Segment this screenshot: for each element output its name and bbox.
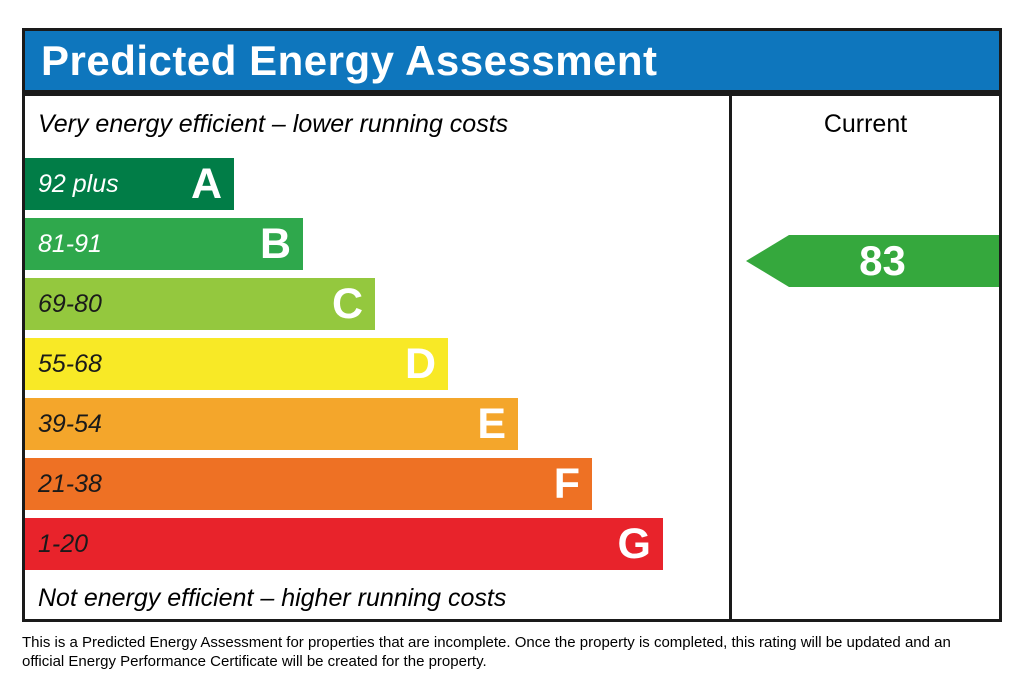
current-column-header: Current (823, 110, 908, 138)
current-rating-arrow: 83 (746, 235, 999, 287)
band-letter: F (553, 459, 580, 508)
footer-line-1: This is a Predicted Energy Assessment fo… (22, 634, 951, 651)
band-letter: G (617, 519, 651, 568)
band-letter: D (404, 339, 436, 388)
band-c: 69-80 C (25, 278, 375, 330)
band-range-label: 21-38 (38, 469, 102, 498)
footer-note: This is a Predicted Energy Assessment fo… (22, 633, 951, 671)
band-f: 21-38 F (25, 458, 592, 510)
band-d: 55-68 D (25, 338, 448, 390)
caption-not-efficient: Not energy efficient – higher running co… (38, 584, 507, 612)
band-letter: C (331, 279, 363, 328)
band-letter: A (190, 159, 222, 208)
current-rating-value: 83 (859, 237, 906, 284)
band-range-label: 92 plus (38, 169, 119, 198)
band-letter: E (477, 399, 506, 448)
column-divider (729, 96, 732, 619)
page-title: Predicted Energy Assessment (41, 36, 658, 84)
footer-line-2: official Energy Performance Certificate … (22, 653, 487, 670)
band-range-label: 69-80 (38, 289, 102, 318)
band-range-label: 81-91 (38, 229, 102, 258)
title-bar: Predicted Energy Assessment (22, 28, 1002, 93)
caption-very-efficient: Very energy efficient – lower running co… (38, 110, 509, 138)
band-letter: B (259, 219, 291, 268)
band-g: 1-20 G (25, 518, 663, 570)
band-e: 39-54 E (25, 398, 518, 450)
band-b: 81-91 B (25, 218, 303, 270)
band-range-label: 55-68 (38, 349, 102, 378)
band-range-label: 39-54 (38, 409, 102, 438)
band-a: 92 plus A (25, 158, 234, 210)
band-range-label: 1-20 (38, 529, 89, 558)
bands: 92 plus A 81-91 B 69-80 C 55-68 D 39-54 E 21-38 F 1-… (25, 158, 663, 578)
